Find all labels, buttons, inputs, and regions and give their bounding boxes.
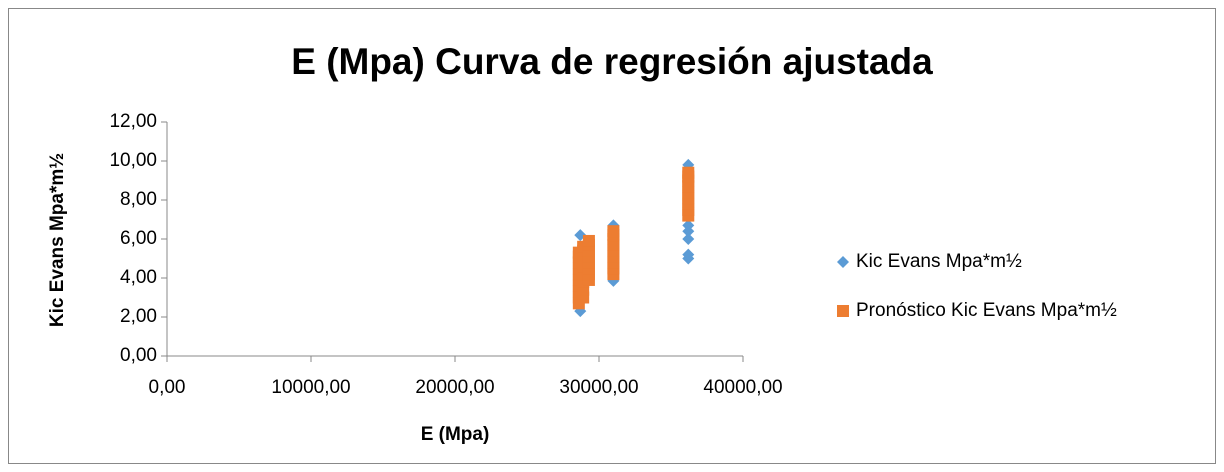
legend-label: Kic Evans Mpa*m½: [856, 251, 1022, 272]
data-point: [682, 233, 695, 245]
legend-swatch: [837, 305, 849, 317]
y-tick-label: 0,00: [120, 345, 157, 366]
data-point: [682, 166, 695, 179]
y-tick-label: 4,00: [120, 267, 157, 288]
y-tick-label: 2,00: [120, 306, 157, 327]
y-tick-label: 12,00: [109, 111, 157, 132]
x-tick-label: 30000,00: [559, 377, 638, 398]
x-tick-label: 20000,00: [415, 377, 494, 398]
data-point: [582, 234, 595, 247]
y-tick-label: 10,00: [109, 150, 157, 171]
x-tick-label: 0,00: [149, 377, 186, 398]
legend-label: Pronóstico Kic Evans Mpa*m½: [856, 300, 1117, 321]
data-point: [682, 219, 695, 232]
y-tick-label: 6,00: [120, 228, 157, 249]
data-point: [607, 225, 620, 238]
legend-swatch: [837, 256, 849, 268]
x-tick-label: 10000,00: [271, 377, 350, 398]
chart-title: E (Mpa) Curva de regresión ajustada: [291, 41, 933, 82]
x-axis-label: E (Mpa): [421, 424, 490, 445]
y-tick-label: 8,00: [120, 189, 157, 210]
data-point: [682, 248, 695, 261]
x-tick-label: 40000,00: [703, 377, 782, 398]
y-axis-label: Kic Evans Mpa*m½: [47, 153, 68, 327]
